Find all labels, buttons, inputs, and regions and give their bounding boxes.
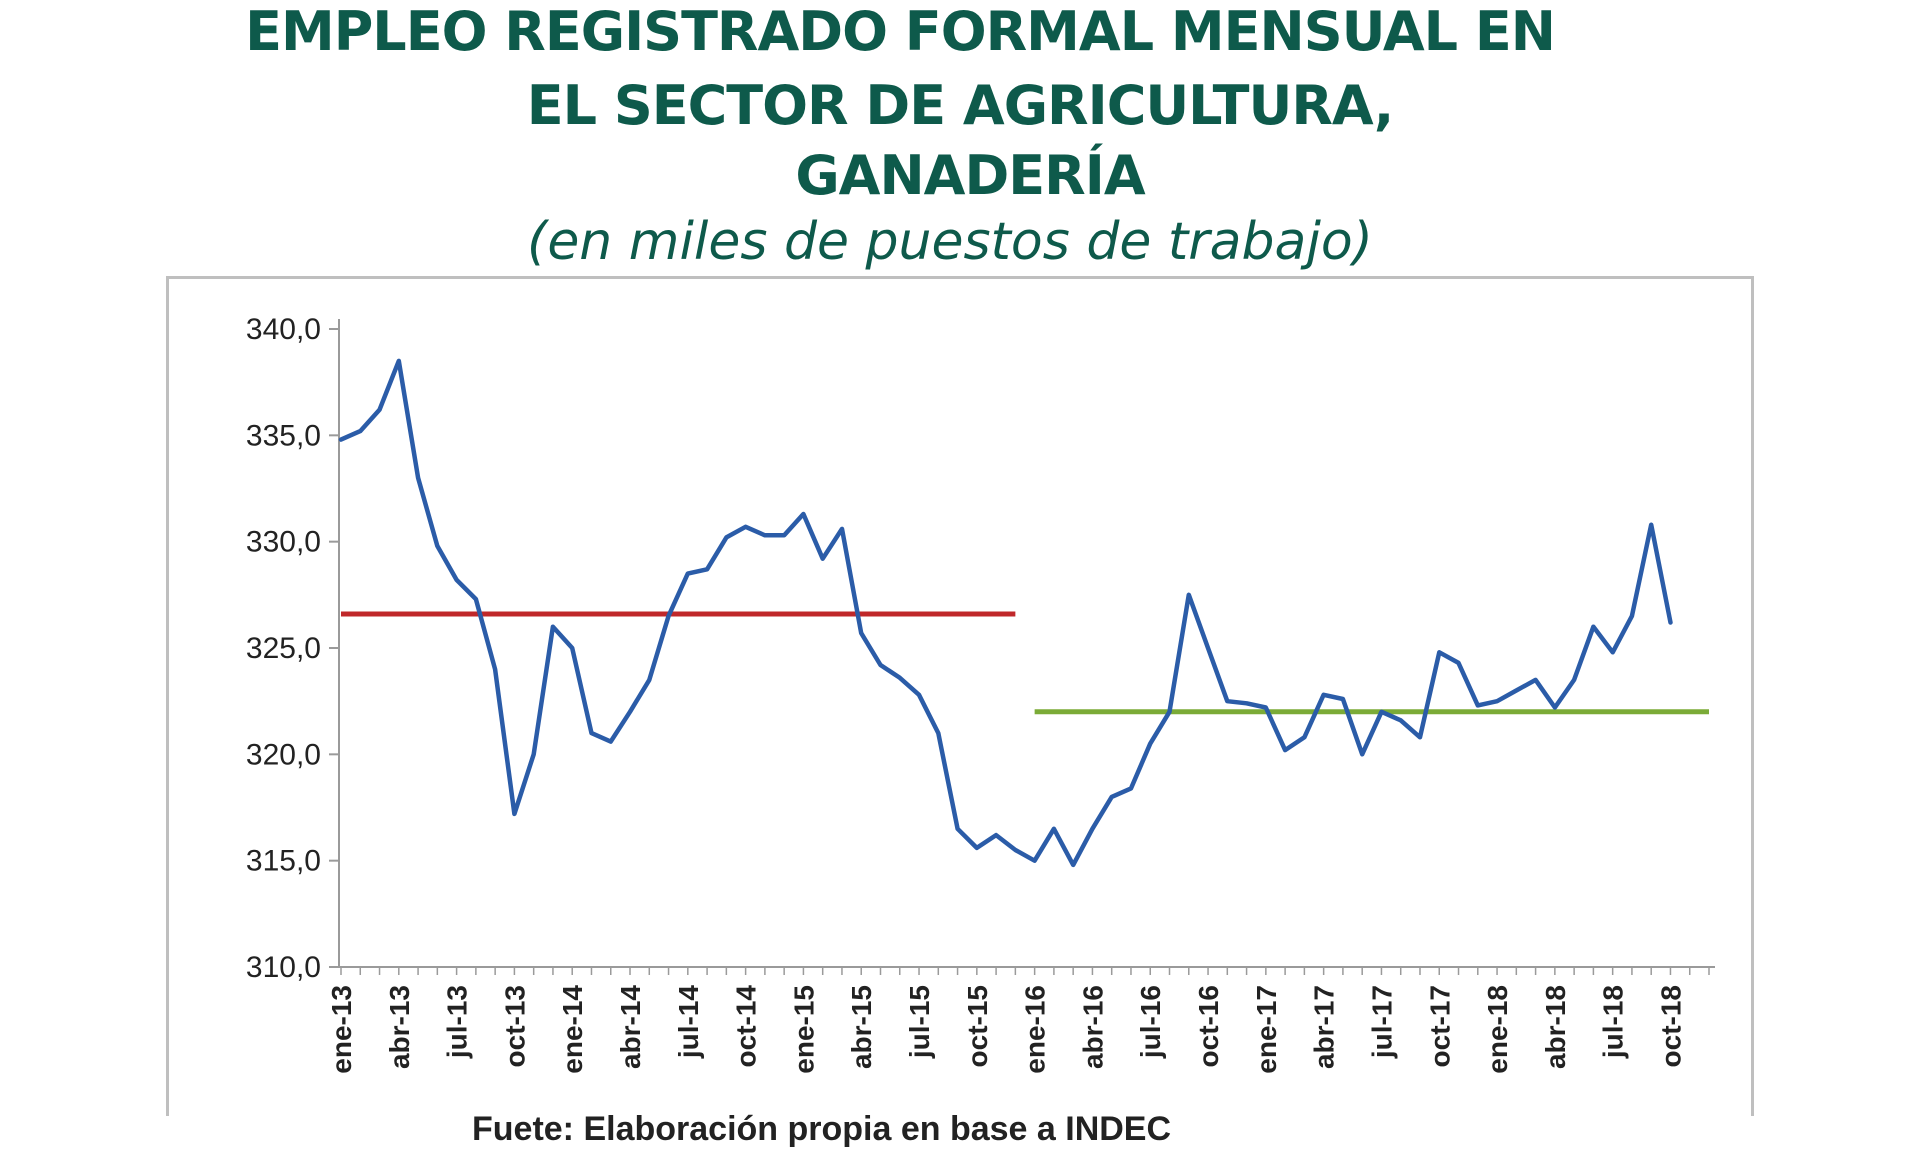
chart-title-line-1: EMPLEO REGISTRADO FORMAL MENSUAL EN xyxy=(245,0,1556,63)
x-tick-label: ene-18 xyxy=(1482,985,1513,1074)
x-tick-label: jul-17 xyxy=(1366,985,1397,1059)
x-tick-label: oct-13 xyxy=(499,985,530,1067)
x-tick-label: abr-14 xyxy=(615,985,646,1069)
y-tick-label: 325,0 xyxy=(246,632,321,665)
x-tick-label: oct-17 xyxy=(1424,985,1455,1067)
x-tick-label: ene-17 xyxy=(1251,985,1282,1074)
x-tick-label: oct-18 xyxy=(1655,985,1686,1067)
x-tick-label: jul-13 xyxy=(442,985,473,1059)
line-chart: 310,0 315,0 320,0 325,0 330,0 335,0 340,0 ene-1… xyxy=(246,313,1715,1074)
x-tick-label: ene-14 xyxy=(557,985,588,1074)
chart-title-line-3: GANADERÍA xyxy=(795,144,1145,207)
x-tick-label: ene-16 xyxy=(1020,985,1051,1074)
source-note: Fuete: Elaboración propia en base a INDE… xyxy=(472,1110,1172,1148)
chart-subtitle: (en miles de puestos de trabajo) xyxy=(527,212,1373,272)
x-tick-label: jul-14 xyxy=(673,985,704,1060)
y-tick-label: 320,0 xyxy=(246,738,321,771)
y-tick-label: 335,0 xyxy=(246,419,321,452)
y-tick-label: 310,0 xyxy=(246,951,321,984)
chart-title-line-2: EL SECTOR DE AGRICULTURA, xyxy=(526,74,1394,137)
x-tick-label: abr-18 xyxy=(1540,985,1571,1069)
x-tick-label: abr-13 xyxy=(384,985,415,1069)
y-tick-label: 330,0 xyxy=(246,526,321,559)
x-tick-label: oct-15 xyxy=(962,985,993,1067)
x-tick-label: ene-15 xyxy=(788,985,819,1074)
x-tick-label: jul-18 xyxy=(1598,985,1629,1059)
x-tick-label: abr-16 xyxy=(1077,985,1108,1069)
x-tick-label: abr-15 xyxy=(846,985,877,1069)
y-tick-label: 340,0 xyxy=(246,313,321,346)
x-tick-label: oct-14 xyxy=(731,985,762,1068)
x-tick-label: oct-16 xyxy=(1193,985,1224,1067)
x-tick-label: jul-15 xyxy=(904,985,935,1059)
x-tick-label: ene-13 xyxy=(326,985,357,1074)
x-tick-label: abr-17 xyxy=(1309,985,1340,1069)
y-tick-label: 315,0 xyxy=(246,845,321,878)
chart-frame: 310,0 315,0 320,0 325,0 330,0 335,0 340,0 ene-1… xyxy=(166,276,1754,1116)
series-line-empleo xyxy=(338,358,1673,868)
x-tick-label: jul-16 xyxy=(1135,985,1166,1059)
